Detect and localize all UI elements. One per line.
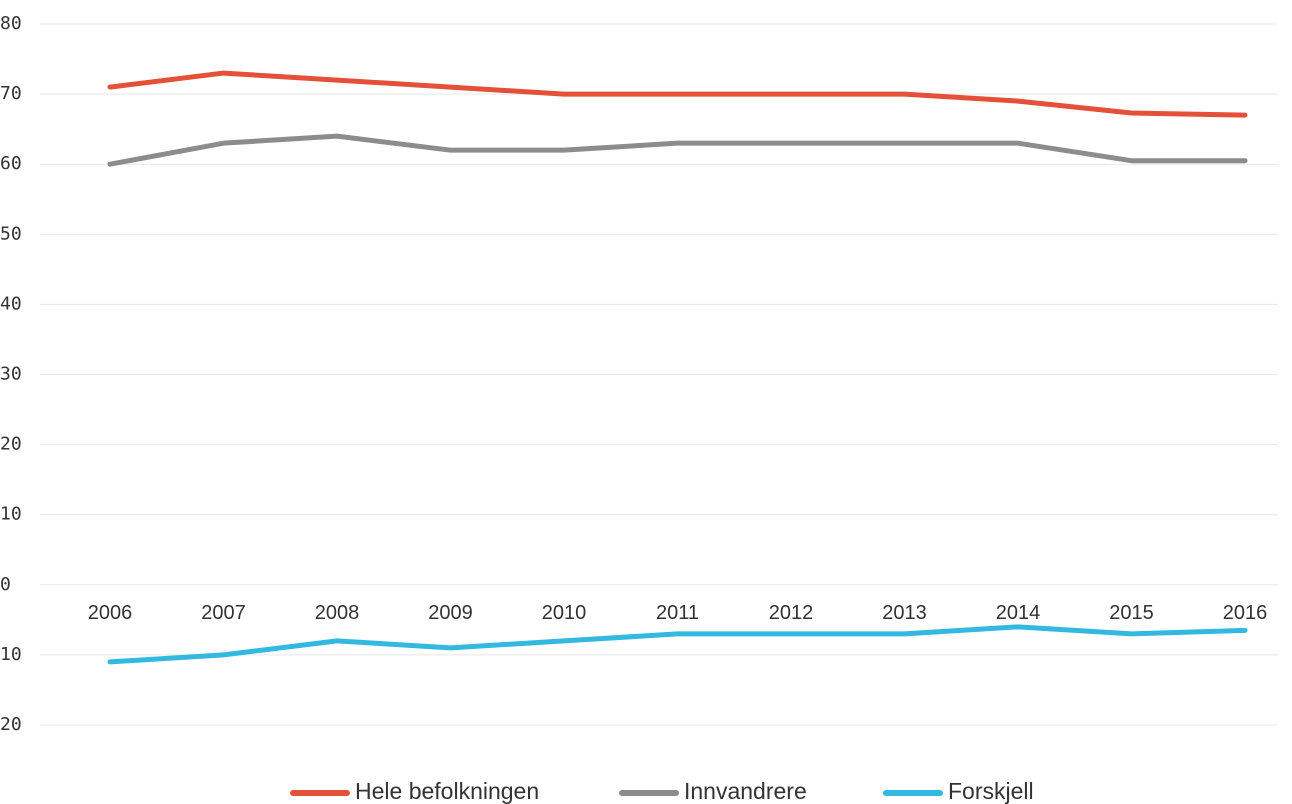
y-tick-label: 20 [0, 714, 22, 735]
y-tick-label: 40 [0, 293, 22, 314]
x-tick-label: 2013 [882, 602, 927, 624]
y-tick-label: 70 [0, 83, 22, 104]
x-tick-label: 2015 [1109, 602, 1154, 624]
y-tick-label: 10 [0, 644, 22, 665]
x-tick-label: 2006 [88, 602, 133, 624]
series-line [107, 70, 1248, 118]
y-tick-label: 60 [0, 153, 22, 174]
x-tick-label: 2011 [656, 602, 699, 624]
y-tick-label: 80 [0, 13, 22, 34]
legend-label: Forskjell [948, 778, 1034, 804]
x-tick-label: 2012 [769, 602, 814, 624]
y-tick-label: 20 [0, 434, 22, 455]
series-line [107, 624, 1248, 665]
x-tick-label: 2008 [315, 602, 360, 624]
x-tick-label: 2007 [201, 602, 246, 624]
legend-label: Innvandrere [684, 778, 807, 804]
y-tick-label: 50 [0, 223, 22, 244]
y-tick-label: 10 [0, 504, 22, 525]
y-tick-label: 0 [0, 574, 11, 595]
x-tick-label: 2014 [996, 602, 1041, 624]
y-tick-label: 30 [0, 364, 22, 385]
x-tick-label: 2016 [1223, 602, 1268, 624]
x-tick-label: 2009 [428, 602, 473, 624]
x-tick-label: 2010 [542, 602, 587, 624]
legend-label: Hele befolkningen [355, 778, 539, 804]
series-line [107, 133, 1248, 167]
